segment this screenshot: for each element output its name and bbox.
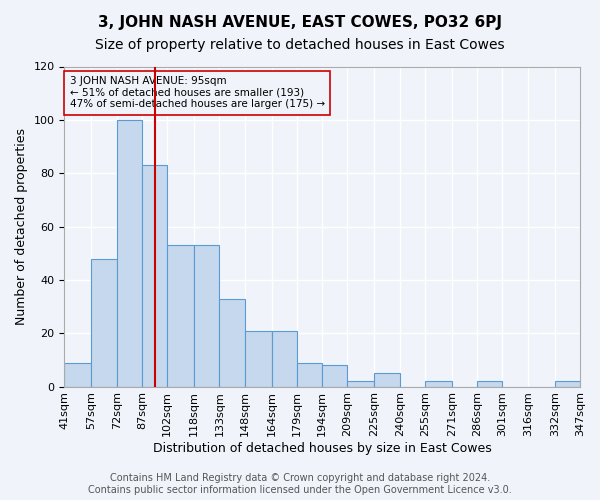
Text: 3, JOHN NASH AVENUE, EAST COWES, PO32 6PJ: 3, JOHN NASH AVENUE, EAST COWES, PO32 6P… — [98, 15, 502, 30]
Bar — [297, 362, 322, 386]
Bar — [116, 120, 142, 386]
Bar — [142, 165, 167, 386]
Text: Size of property relative to detached houses in East Cowes: Size of property relative to detached ho… — [95, 38, 505, 52]
Text: Contains HM Land Registry data © Crown copyright and database right 2024.
Contai: Contains HM Land Registry data © Crown c… — [88, 474, 512, 495]
X-axis label: Distribution of detached houses by size in East Cowes: Distribution of detached houses by size … — [153, 442, 491, 455]
Bar — [167, 245, 194, 386]
Y-axis label: Number of detached properties: Number of detached properties — [15, 128, 28, 325]
Bar — [555, 381, 580, 386]
Bar — [477, 381, 502, 386]
Bar — [322, 365, 347, 386]
Bar — [64, 362, 91, 386]
Bar — [374, 373, 400, 386]
Text: 3 JOHN NASH AVENUE: 95sqm
← 51% of detached houses are smaller (193)
47% of semi: 3 JOHN NASH AVENUE: 95sqm ← 51% of detac… — [70, 76, 325, 110]
Bar — [272, 330, 297, 386]
Bar — [220, 298, 245, 386]
Bar — [347, 381, 374, 386]
Bar — [245, 330, 272, 386]
Bar — [91, 258, 116, 386]
Bar — [194, 245, 220, 386]
Bar — [425, 381, 452, 386]
